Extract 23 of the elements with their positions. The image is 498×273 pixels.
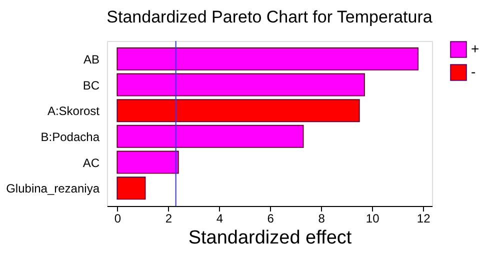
y-tick-label: AB bbox=[83, 52, 100, 66]
x-tick-label: 12 bbox=[416, 212, 431, 226]
legend-label: - bbox=[471, 64, 476, 80]
x-tick-label: 6 bbox=[267, 212, 274, 226]
bar bbox=[116, 47, 418, 70]
x-tick-label: 0 bbox=[114, 212, 122, 226]
y-tick-label: AC bbox=[82, 156, 100, 170]
bar bbox=[116, 124, 304, 148]
bar bbox=[116, 99, 360, 122]
y-tick-label: Glubina_rezaniya bbox=[6, 182, 100, 196]
y-tick-label: B:Podacha bbox=[40, 130, 100, 144]
chart-title: Standardized Pareto Chart for Temperatura bbox=[106, 8, 433, 26]
x-axis-title: Standardized effect bbox=[188, 228, 352, 248]
y-tick-label: BC bbox=[82, 78, 100, 92]
bar bbox=[116, 176, 146, 200]
legend-label: + bbox=[471, 40, 480, 56]
y-tick-label: A:Skorost bbox=[47, 104, 100, 118]
x-tick-label: 2 bbox=[165, 212, 172, 226]
bar bbox=[116, 150, 179, 174]
x-tick-label: 8 bbox=[318, 212, 326, 226]
x-tick-label: 10 bbox=[366, 212, 380, 226]
x-tick-label: 4 bbox=[216, 212, 224, 226]
bar bbox=[116, 73, 365, 96]
